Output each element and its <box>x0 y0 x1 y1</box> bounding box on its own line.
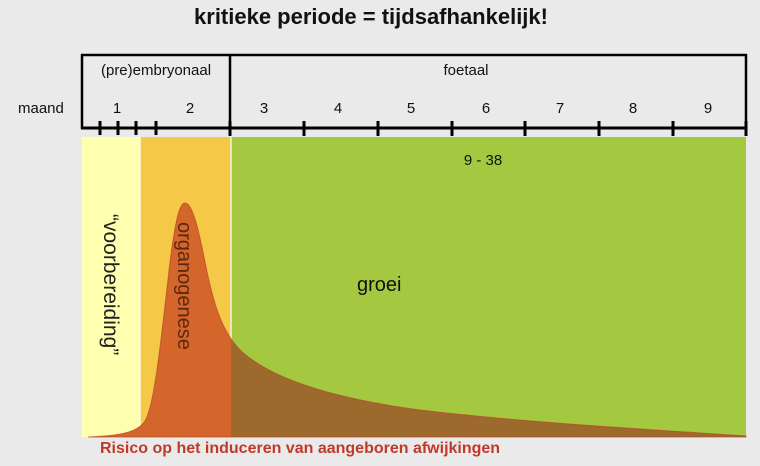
month-label: 5 <box>406 100 416 117</box>
axis-ticks <box>98 121 748 136</box>
organogenesis-label: organogenese <box>173 222 195 350</box>
phase-header-box <box>80 53 748 130</box>
month-label: 2 <box>185 100 195 117</box>
month-label: 9 <box>703 100 713 117</box>
month-label: 4 <box>333 100 343 117</box>
phase-label-fetal: foetaal <box>443 62 489 79</box>
month-label: 6 <box>481 100 491 117</box>
page-title: kritieke periode = tijdsafhankelijk! <box>194 4 548 29</box>
risk-curve-embryonal-part <box>88 203 231 437</box>
growth-label: groei <box>357 274 402 296</box>
month-label: 3 <box>259 100 269 117</box>
month-row-label: maand <box>18 100 64 117</box>
growth-range-label: 9 - 38 <box>463 152 503 169</box>
risk-curve <box>87 202 747 438</box>
month-label: 1 <box>112 100 122 117</box>
month-label: 8 <box>628 100 638 117</box>
preparation-zone <box>82 137 140 437</box>
risk-caption: Risico op het induceren van aangeboren a… <box>100 440 501 457</box>
phase-label-pre-embryonal: (pre)embryonaal <box>100 62 212 79</box>
risk-curve-fetal-part <box>231 338 746 437</box>
growth-zone <box>231 137 746 437</box>
preparation-label: “voorbereiding” <box>99 214 122 356</box>
risk-curve-outline <box>87 202 747 438</box>
month-label: 7 <box>555 100 565 117</box>
